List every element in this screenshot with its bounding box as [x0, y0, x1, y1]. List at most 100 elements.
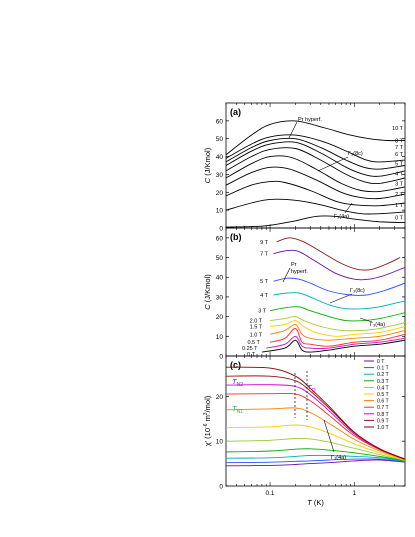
series-line: [269, 324, 405, 341]
series-line: [226, 215, 405, 228]
y-tick-label: 30: [216, 172, 224, 179]
y-tick-label: 60: [216, 118, 224, 125]
legend-label: 0.6 T: [377, 399, 390, 405]
annotation-arrow: [359, 317, 373, 323]
series-line: [226, 141, 405, 177]
series-line: [273, 249, 405, 281]
annotation-tn2-symbol: T: [232, 377, 238, 386]
y-tick-label: 50: [216, 255, 224, 262]
series-line: [226, 366, 405, 460]
annotation-hyperf: hyperf.: [291, 269, 308, 275]
curve-label: 8 T: [395, 139, 403, 145]
annotation-tn2: TN2: [232, 377, 243, 388]
curve-label: 3 T: [258, 309, 266, 315]
series-group: [226, 366, 405, 467]
legend-label: 0.2 T: [377, 372, 390, 378]
annotation-arrow: [344, 202, 353, 214]
curve-label: 4 T: [260, 293, 268, 299]
y-tick-label: 10: [216, 439, 224, 446]
annotation-gamma3-4a: Γ₃(4a): [334, 214, 349, 220]
annotation-gamma3-4a: Γ₃(4a): [370, 322, 385, 328]
legend-label: 0 T: [377, 359, 385, 365]
y-tick-label: 40: [216, 275, 224, 282]
series-line: [226, 458, 405, 464]
series-line: [226, 155, 405, 193]
annotation-pr: Pr: [291, 262, 297, 268]
curve-label: 1 T: [395, 203, 403, 209]
curve-label: 9 T: [260, 240, 268, 246]
y-tick-label: 30: [216, 294, 224, 301]
annotation-pr-hyperf: Pr hyperf.: [298, 117, 322, 123]
series-line: [226, 180, 405, 207]
annotation-gamma3-4a: Γ₃(4a): [331, 455, 346, 461]
curve-label: 0 T: [247, 352, 255, 358]
x-axis-label: T (K): [307, 498, 324, 507]
y-axis-label-part: χ' (10: [203, 428, 212, 446]
y-tick-label: 60: [216, 235, 224, 242]
y-axis-label: χ' (10-6 m3/mol): [203, 395, 212, 446]
curve-label: 1.5 T: [250, 324, 263, 330]
series-line: [276, 237, 401, 271]
legend-label: 0.7 T: [377, 405, 390, 411]
series-line: [269, 306, 405, 322]
curve-label: 5 T: [395, 162, 403, 168]
legend: 0 T0.1 T0.2 T0.3 T0.4 T0.5 T0.6 T0.7 T0.…: [364, 359, 390, 431]
series-line: [226, 147, 405, 185]
curve-label: 4 T: [395, 172, 403, 178]
annotation-tq-symbol: T: [307, 383, 313, 392]
curve-label: 0 T: [395, 215, 403, 221]
y-axis-label-symbol: C: [203, 177, 212, 183]
series-line: [226, 437, 405, 461]
legend-label: 0.5 T: [377, 392, 390, 398]
y-axis-label-part: 3: [203, 412, 209, 415]
y-axis-label-symbol: C: [203, 304, 212, 310]
y-axis-label-part: -6: [203, 423, 209, 428]
panel-label: (b): [230, 232, 242, 242]
panel-label: (a): [230, 107, 241, 117]
series-line: [226, 424, 405, 461]
panel-b: 0 10 20 30 40 50 60 (b) C (J/Kmol) 9 T 7 T 5 T 4 T 3 …: [203, 227, 406, 361]
y-tick-label: 20: [216, 394, 224, 401]
annotation-tn1-subscript: N1: [237, 409, 244, 415]
y-axis-label-part: m: [203, 415, 212, 423]
series-line: [266, 335, 405, 349]
series-line: [226, 134, 405, 163]
series-line: [226, 120, 405, 156]
annotation-tn1-symbol: T: [232, 404, 238, 413]
y-tick-label: 40: [216, 154, 224, 161]
curve-label: 0.5 T: [247, 340, 260, 346]
legend-label: 0.1 T: [377, 366, 390, 372]
series-group: [226, 120, 405, 228]
plot-frame: [225, 355, 406, 487]
annotation-tq-subscript: Q: [312, 388, 316, 394]
series-line: [226, 198, 405, 215]
curve-label: 0.25 T: [242, 346, 258, 352]
curve-label: 7 T: [395, 145, 403, 151]
annotation-tq: TQ: [307, 383, 316, 394]
curve-label: 2 T: [395, 192, 403, 198]
x-axis-label-unit: (K): [312, 498, 325, 507]
series-line: [226, 448, 405, 462]
curve-label: 10 T: [392, 126, 404, 132]
annotation-arrow: [323, 419, 335, 453]
y-tick-label: 20: [216, 190, 224, 197]
legend-label: 0.9 T: [377, 418, 390, 424]
y-axis-label-part: /mol): [203, 395, 212, 412]
x-tick-label: 1: [352, 490, 356, 497]
annotation-arrow: [317, 156, 349, 172]
curve-label: 3 T: [395, 181, 403, 187]
curve-label: 5 T: [260, 279, 268, 285]
series-line: [226, 454, 405, 462]
annotation-arrow: [282, 267, 291, 283]
x-tick-label: 0.1: [266, 490, 275, 497]
y-tick-label: 20: [216, 314, 224, 321]
annotation-arrow: [329, 293, 353, 304]
x-axis-label-symbol: T: [307, 498, 313, 507]
curve-label: 1.0 T: [250, 332, 263, 338]
annotation-tn2-subscript: N2: [237, 382, 244, 388]
series-line: [226, 137, 405, 170]
y-axis-label-unit: (J/Kmol): [203, 274, 212, 305]
series-line: [226, 407, 405, 461]
y-axis-label-unit: (J/Kmol): [203, 147, 212, 178]
y-tick-label: 0: [219, 354, 223, 361]
